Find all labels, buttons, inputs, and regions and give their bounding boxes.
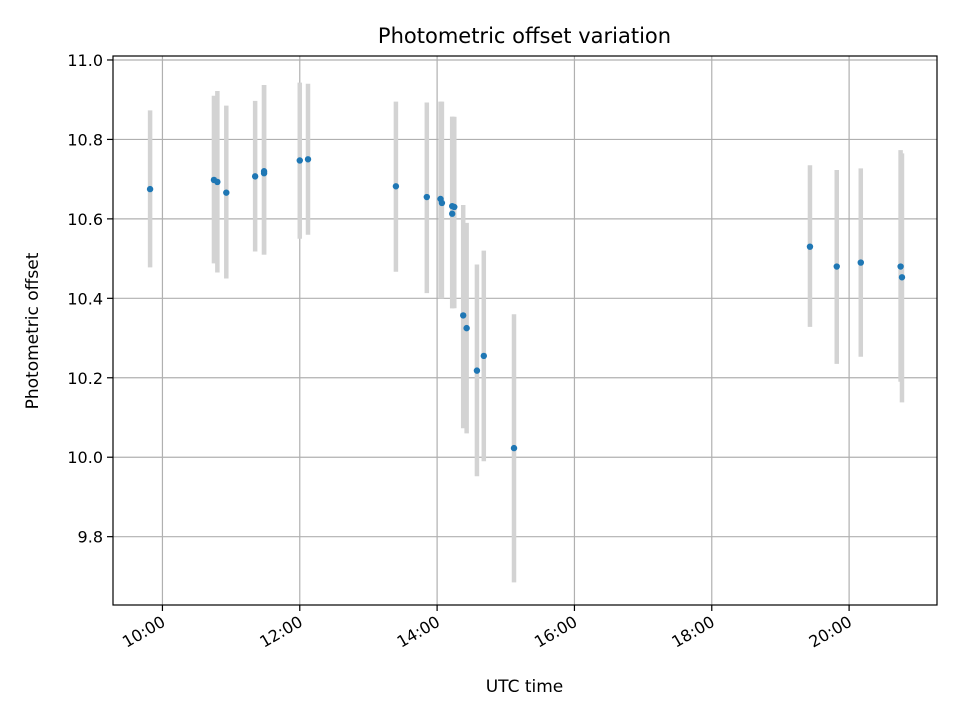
y-tick-label-6: 11.0: [67, 51, 103, 70]
data-point-10: [423, 193, 431, 201]
x-axis-title: UTC time: [486, 677, 564, 697]
data-point-7: [296, 157, 303, 164]
data-point-18: [473, 367, 481, 374]
data-point-8: [304, 156, 312, 163]
data-point-15: [449, 210, 456, 217]
y-axis-ticks: 9.8 10.0 10.2 10.4 10.6 10.8 11.0: [67, 51, 113, 547]
data-point-2: [214, 178, 221, 186]
data-point-22: [833, 263, 840, 270]
y-tick-label-3: 10.4: [67, 289, 103, 308]
grid-lines: [113, 56, 937, 605]
data-point-4: [251, 173, 259, 180]
data-point-21: [806, 243, 814, 250]
data-point-14: [451, 203, 458, 211]
data-point-0: [146, 185, 154, 193]
data-point-16: [460, 312, 467, 319]
data-point-25: [898, 274, 906, 281]
data-point-9: [392, 183, 400, 190]
data-point-12: [438, 199, 446, 207]
y-tick-label-1: 10.0: [67, 448, 103, 467]
data-points: [146, 156, 906, 452]
data-point-23: [857, 259, 864, 266]
data-point-3: [223, 189, 230, 196]
y-axis-title: Photometric offset: [23, 252, 43, 409]
chart-title: Photometric offset variation: [378, 24, 671, 48]
data-point-19: [480, 352, 487, 360]
y-tick-label-2: 10.2: [67, 369, 103, 388]
data-point-24: [897, 263, 904, 270]
data-point-6: [260, 168, 268, 175]
y-tick-label-4: 10.6: [67, 210, 103, 229]
y-tick-label-5: 10.8: [67, 130, 103, 149]
data-point-20: [510, 444, 518, 452]
data-point-17: [463, 324, 470, 332]
y-tick-label-0: 9.8: [78, 528, 103, 547]
plot-frame: [112, 55, 938, 606]
